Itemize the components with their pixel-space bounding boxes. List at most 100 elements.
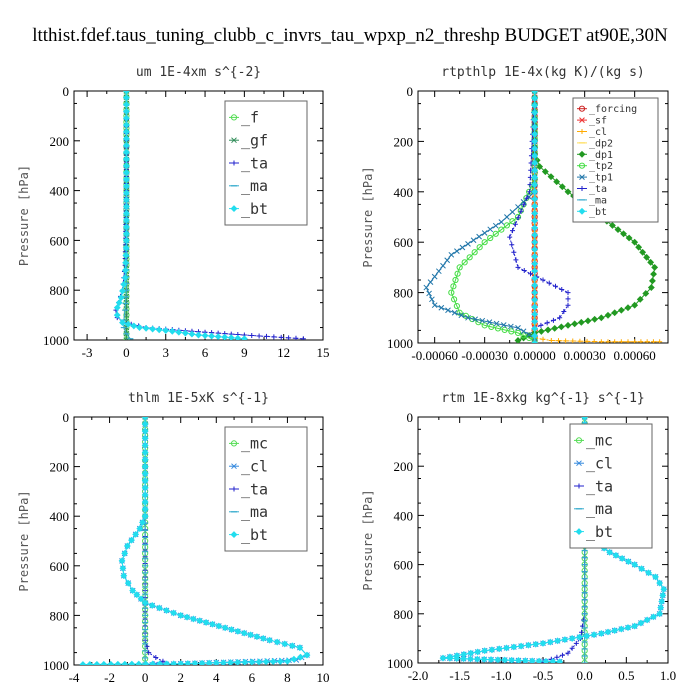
data-point <box>119 287 126 295</box>
data-point <box>561 636 569 644</box>
series-bt <box>531 91 539 343</box>
data-point <box>504 214 510 220</box>
data-point <box>611 309 619 317</box>
x-tick-label: -0.5 <box>533 668 554 683</box>
series-line <box>450 91 536 341</box>
data-point <box>656 610 664 618</box>
data-point <box>214 333 222 340</box>
y-tick-label: 1000 <box>43 333 69 348</box>
data-point <box>510 228 516 234</box>
y-tick-label: 1000 <box>387 656 413 671</box>
y-tick-label: 400 <box>394 508 414 523</box>
data-point <box>122 169 130 176</box>
y-tick-label: 0 <box>407 84 414 99</box>
data-point <box>559 286 565 292</box>
data-point <box>155 326 163 334</box>
legend-entry: _bt <box>241 200 268 218</box>
data-point <box>247 631 255 639</box>
data-point <box>456 264 463 271</box>
data-point <box>114 660 122 665</box>
data-point <box>563 338 569 343</box>
legend-marker <box>578 162 586 169</box>
data-point <box>431 273 438 280</box>
y-tick-label: 800 <box>50 283 70 298</box>
data-point <box>141 427 149 435</box>
data-point <box>565 290 571 296</box>
legend-entry: _ta <box>241 154 268 172</box>
series-bt <box>79 417 311 665</box>
data-point <box>141 441 149 449</box>
x-tick-label: -4 <box>69 670 80 685</box>
data-point <box>531 159 539 167</box>
legend-entry: _tp1 <box>589 173 613 184</box>
data-point <box>625 339 631 343</box>
legend: _mc _cl _ta _ma _bt <box>224 426 308 552</box>
data-point <box>170 660 178 665</box>
data-point <box>605 339 611 343</box>
data-point <box>438 304 445 311</box>
data-point <box>122 223 130 231</box>
data-point <box>122 107 130 115</box>
chart-panel-4: rtm 1E-8xkg kg^{-1} s^{-1} Pressure [hPa]… <box>361 391 676 683</box>
data-point <box>652 573 659 581</box>
data-point <box>609 221 616 229</box>
data-point <box>121 549 129 557</box>
data-point <box>170 609 178 617</box>
data-point <box>240 629 248 637</box>
data-point <box>531 224 539 232</box>
data-point <box>514 337 522 343</box>
data-point <box>183 613 191 621</box>
data-point <box>122 203 130 210</box>
data-point <box>241 658 249 665</box>
y-tick-label: 200 <box>394 459 414 474</box>
y-tick-label: 800 <box>394 607 414 622</box>
data-point <box>115 299 123 307</box>
data-point <box>215 622 223 630</box>
data-point <box>531 109 539 117</box>
data-point <box>597 630 605 637</box>
legend-entry: _bt <box>586 523 613 541</box>
data-point <box>427 279 434 285</box>
data-point <box>548 337 554 343</box>
y-tick-label: 600 <box>394 235 414 250</box>
data-point <box>122 196 130 204</box>
data-point <box>510 643 518 651</box>
y-tick-label: 400 <box>50 509 70 524</box>
data-point <box>107 660 115 665</box>
data-point <box>79 661 87 665</box>
legend-entry: _mc <box>586 432 613 450</box>
data-point <box>515 657 522 663</box>
data-point <box>221 333 229 340</box>
data-point <box>535 657 543 663</box>
x-tick-label: 0.00030 <box>564 348 606 363</box>
x-tick-label: 2 <box>177 670 184 685</box>
data-point <box>256 333 262 339</box>
x-tick-label: 1.0 <box>660 668 676 683</box>
data-point <box>465 241 471 247</box>
data-point <box>531 217 539 225</box>
data-point <box>583 632 591 640</box>
data-point <box>181 329 189 337</box>
data-point <box>521 202 527 208</box>
data-point <box>503 222 510 229</box>
y-tick-label: 600 <box>50 559 70 574</box>
data-point <box>481 647 489 655</box>
legend-entry: _dp2 <box>589 138 613 149</box>
data-point <box>128 660 136 665</box>
data-point <box>141 470 149 478</box>
data-point <box>136 525 144 533</box>
data-point <box>650 339 656 343</box>
data-point <box>122 141 130 149</box>
data-point <box>476 233 482 240</box>
data-point <box>133 591 141 599</box>
data-point <box>531 166 539 174</box>
x-tick-label: 15 <box>317 345 330 360</box>
data-point <box>168 327 176 335</box>
series-group <box>113 91 306 340</box>
plot-frame <box>73 90 324 341</box>
x-tick-label: 0 <box>123 345 130 360</box>
data-point <box>591 339 597 343</box>
data-point <box>137 595 145 603</box>
legend-marker <box>575 528 583 536</box>
data-point <box>531 91 539 95</box>
